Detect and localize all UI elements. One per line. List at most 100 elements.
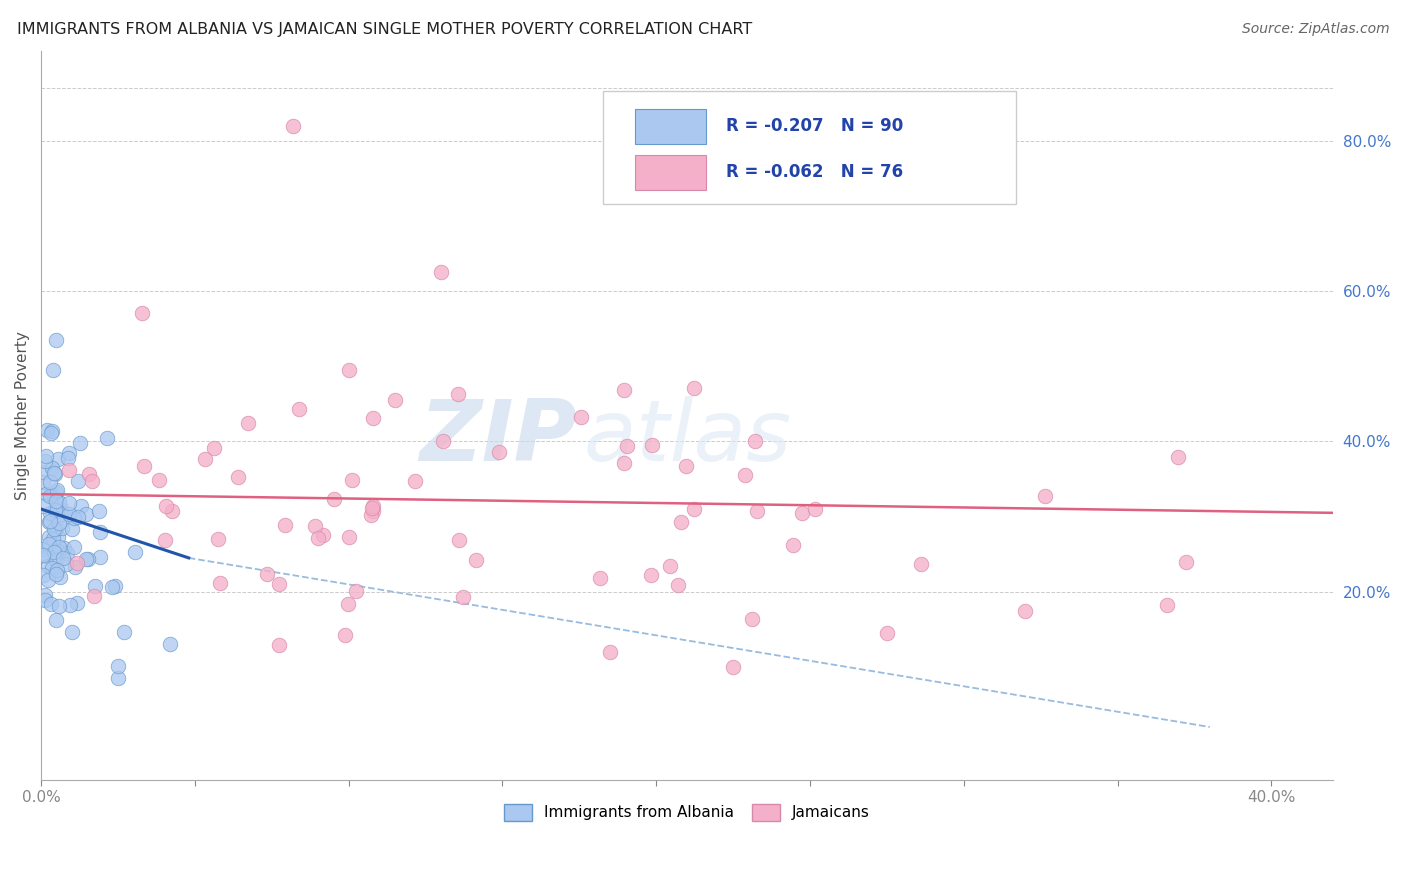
Point [304, 518, 326, 533]
Point [46, 530, 69, 544]
Point [337, 363, 360, 377]
Point [46, 503, 69, 517]
Point [148, 473, 170, 487]
Point [66, 597, 89, 611]
Point [49, 570, 72, 584]
Point [35, 549, 58, 563]
Point [269, 577, 291, 591]
Point [361, 499, 384, 513]
Point [207, 532, 229, 546]
Text: R = -0.207   N = 90: R = -0.207 N = 90 [725, 117, 903, 135]
Point [1014, 603, 1036, 617]
Point [52, 541, 75, 556]
Point [38, 530, 60, 544]
Point [335, 628, 357, 642]
Point [124, 545, 146, 559]
Point [89, 524, 111, 539]
Point [42, 363, 65, 377]
Point [51, 521, 73, 535]
Point [45, 333, 67, 347]
Point [63, 511, 86, 525]
Point [336, 597, 359, 611]
Point [613, 383, 636, 397]
Point [48, 599, 70, 614]
Point [45, 493, 67, 508]
Point [41, 532, 63, 546]
Point [46, 483, 69, 497]
Point [404, 474, 426, 488]
Point [666, 578, 689, 592]
Point [307, 531, 329, 545]
Point [640, 567, 662, 582]
Point [39, 598, 62, 612]
Point [274, 518, 297, 533]
Text: IMMIGRANTS FROM ALBANIA VS JAMAICAN SINGLE MOTHER POVERTY CORRELATION CHART: IMMIGRANTS FROM ALBANIA VS JAMAICAN SING… [17, 22, 752, 37]
Point [34, 592, 56, 607]
Point [48, 540, 70, 554]
Point [162, 503, 184, 517]
Point [449, 533, 471, 548]
Point [569, 410, 592, 425]
Point [453, 590, 475, 604]
Point [31, 475, 53, 489]
Point [159, 637, 181, 651]
Point [238, 416, 260, 430]
Legend: Immigrants from Albania, Jamaicans: Immigrants from Albania, Jamaicans [498, 797, 876, 827]
Point [58, 462, 80, 476]
Point [267, 638, 290, 652]
Point [202, 442, 225, 456]
Point [337, 530, 360, 544]
Point [35, 423, 58, 437]
Point [34, 449, 56, 463]
Point [44, 522, 66, 536]
Point [1167, 450, 1189, 464]
Point [52, 551, 75, 566]
Text: atlas: atlas [583, 395, 792, 478]
Point [1033, 490, 1056, 504]
Point [80, 474, 103, 488]
Point [69, 435, 91, 450]
Point [35, 487, 58, 501]
Point [804, 502, 827, 516]
Point [744, 434, 766, 448]
Point [44, 503, 66, 517]
Point [45, 553, 67, 567]
Point [45, 522, 67, 536]
Point [155, 533, 177, 547]
Point [76, 552, 98, 566]
Point [589, 571, 612, 585]
Point [42, 488, 65, 502]
Point [66, 510, 89, 524]
Point [75, 507, 97, 521]
Point [107, 671, 129, 685]
Point [721, 660, 744, 674]
Point [58, 507, 80, 521]
Point [48, 495, 70, 509]
FancyBboxPatch shape [636, 109, 706, 144]
Point [361, 501, 384, 516]
Point [1175, 555, 1198, 569]
Point [32, 541, 55, 556]
Point [131, 306, 153, 320]
Point [682, 381, 704, 395]
Point [41, 461, 63, 475]
Point [910, 558, 932, 572]
Point [876, 626, 898, 640]
Point [41, 561, 63, 575]
Point [208, 575, 231, 590]
Point [384, 393, 406, 408]
Point [58, 451, 80, 466]
Point [45, 511, 67, 525]
Point [37, 573, 59, 587]
Point [41, 424, 63, 438]
Point [194, 451, 217, 466]
Point [226, 470, 249, 484]
Point [283, 119, 305, 133]
Point [83, 590, 105, 604]
Point [31, 500, 53, 514]
Point [89, 549, 111, 564]
Point [256, 567, 278, 582]
Point [682, 501, 704, 516]
Point [60, 522, 83, 536]
Point [59, 598, 82, 612]
